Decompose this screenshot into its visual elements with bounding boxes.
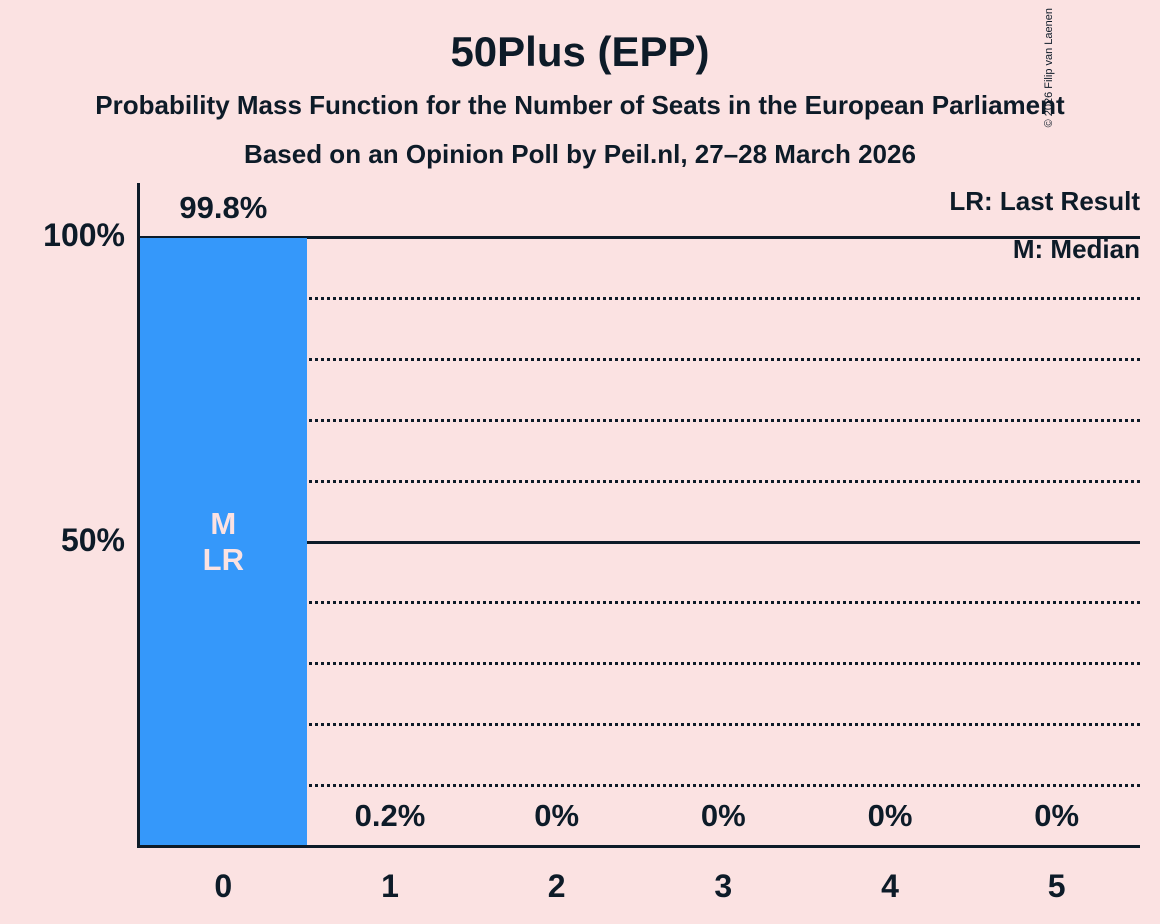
gridline-70pct [140, 418, 1140, 422]
bar-value-label-1: 0.2% [354, 798, 426, 833]
gridline-10pct [140, 784, 1140, 788]
gridline-90pct [140, 296, 1140, 300]
chart-subtitle: Probability Mass Function for the Number… [95, 90, 1065, 120]
bar-value-label-2: 0% [534, 798, 580, 833]
bar-value-label-4: 0% [867, 798, 913, 833]
x-axis-line [137, 845, 1140, 848]
x-axis-label-2: 2 [547, 868, 566, 904]
x-axis-label-1: 1 [381, 868, 399, 904]
gridline-50pct [140, 540, 1140, 544]
chart-poll-source: Based on an Opinion Poll by Peil.nl, 27–… [244, 139, 916, 169]
bar-seats-0 [140, 238, 307, 846]
y-axis-line [137, 183, 140, 848]
x-axis-label-5: 5 [1047, 868, 1066, 904]
gridline-60pct [140, 479, 1140, 483]
median-last-result-marker: M LR [202, 505, 244, 577]
x-axis-label-3: 3 [714, 868, 733, 904]
gridline-80pct [140, 357, 1140, 361]
legend-median: M: Median [1012, 234, 1140, 264]
copyright-notice: © 2026 Filip van Laenen [1042, 8, 1055, 128]
bar-value-label-5: 0% [1034, 798, 1080, 833]
legend-last-result: LR: Last Result [949, 186, 1140, 216]
gridline-100pct [140, 236, 1140, 239]
chart-title: 50Plus (EPP) [450, 28, 710, 75]
x-axis-label-4: 4 [881, 868, 899, 904]
bar-value-label-0: 99.8% [179, 190, 268, 226]
gridline-20pct [140, 723, 1140, 727]
x-axis-label-0: 0 [214, 868, 233, 904]
gridline-40pct [140, 601, 1140, 605]
bar-value-label-3: 0% [700, 798, 746, 833]
y-axis-label-100%: 100% [43, 217, 125, 253]
gridline-30pct [140, 662, 1140, 666]
y-axis-label-50%: 50% [60, 521, 125, 558]
